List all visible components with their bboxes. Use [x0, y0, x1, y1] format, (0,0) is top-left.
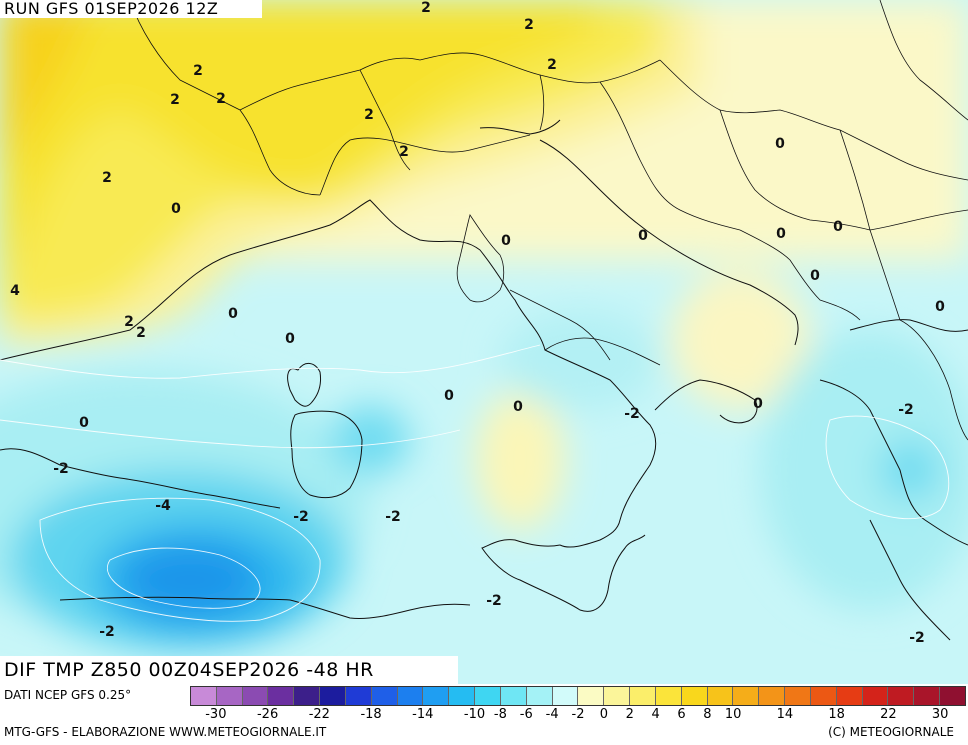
- color-swatch: [397, 686, 424, 706]
- color-scale-tick-label: 0: [599, 707, 608, 722]
- color-scale-tick-label: -26: [256, 707, 279, 722]
- color-scale-tick-label: -2: [571, 707, 585, 722]
- contour-value-label: 2: [102, 170, 112, 186]
- contour-value-label: 0: [444, 388, 454, 404]
- color-scale-tick-label: 18: [828, 707, 845, 722]
- credit-right: (C) METEOGIORNALE: [828, 725, 954, 739]
- color-swatch: [216, 686, 243, 706]
- contour-value-label: 0: [501, 233, 511, 249]
- contour-value-label: -2: [898, 402, 914, 418]
- color-scale-tick-label: 6: [677, 707, 686, 722]
- color-swatch: [371, 686, 398, 706]
- contour-value-label: 2: [421, 0, 431, 16]
- contour-value-label: -2: [909, 630, 925, 646]
- color-swatch: [345, 686, 372, 706]
- credit-left: MTG-GFS - ELABORAZIONE WWW.METEOGIORNALE…: [4, 725, 327, 739]
- contour-value-label: 0: [833, 219, 843, 235]
- color-swatch: [733, 686, 760, 706]
- contour-value-label: 4: [10, 283, 20, 299]
- contour-value-label: -2: [293, 509, 309, 525]
- country-borders: [129, 0, 968, 441]
- color-swatch: [320, 686, 346, 706]
- color-swatch: [707, 686, 734, 706]
- color-scale-ticks: -30 -26 -22 -18 -14 -10 -8 -6 -4 -2 0 2 4 6 8 10 14 18 22 3…: [190, 707, 966, 723]
- color-scale-tick-label: 10: [724, 707, 742, 722]
- color-swatch: [242, 686, 269, 706]
- color-swatch: [449, 686, 476, 706]
- contour-value-label: -2: [385, 509, 401, 525]
- contour-value-label: 2: [216, 91, 226, 107]
- color-scale-tick-label: -14: [412, 707, 434, 722]
- color-scale-tick-label: 30: [931, 707, 949, 722]
- color-swatch: [604, 686, 631, 706]
- color-scale-tick-label: 14: [776, 707, 794, 722]
- coastlines: [0, 119, 968, 641]
- color-scale-tick-label: 4: [651, 707, 660, 722]
- contour-value-label: -2: [99, 624, 115, 640]
- contour-value-label: 2: [524, 17, 534, 33]
- contour-value-label: 2: [170, 92, 180, 108]
- color-swatch: [836, 686, 863, 706]
- color-swatch: [552, 686, 579, 706]
- contour-value-label: 2: [124, 314, 134, 330]
- contour-value-label: 0: [79, 415, 89, 431]
- color-swatch: [268, 686, 295, 706]
- color-swatch: [655, 686, 682, 706]
- color-swatch: [914, 686, 941, 706]
- contour-value-label: 0: [171, 201, 181, 217]
- color-swatch: [578, 686, 605, 706]
- contour-value-label: 0: [513, 399, 523, 415]
- contour-value-label: 0: [776, 226, 786, 242]
- color-swatch: [475, 686, 501, 706]
- color-swatch: [681, 686, 708, 706]
- color-scale-tick-label: 2: [625, 707, 634, 722]
- contour-value-label: 2: [136, 325, 146, 341]
- color-swatch: [500, 686, 527, 706]
- contour-value-label: 0: [775, 136, 785, 152]
- contour-lines: [0, 344, 950, 622]
- color-scale-bar: [190, 686, 966, 706]
- color-swatch: [862, 686, 889, 706]
- run-title: RUN GFS 01SEP2026 12Z: [0, 0, 262, 18]
- color-scale-tick-label: -22: [308, 707, 330, 722]
- contour-value-label: -4: [155, 498, 171, 514]
- color-swatch: [810, 686, 837, 706]
- color-scale-tick-label: -10: [463, 707, 486, 722]
- color-swatch: [940, 686, 966, 706]
- color-scale-tick-label: 8: [703, 707, 712, 722]
- color-swatch: [423, 686, 450, 706]
- contour-value-label: 2: [193, 63, 203, 79]
- color-swatch: [785, 686, 811, 706]
- contour-value-label: 0: [285, 331, 295, 347]
- color-swatch: [759, 686, 786, 706]
- contour-value-label: 0: [753, 396, 763, 412]
- color-scale-tick-label: -6: [519, 707, 533, 722]
- contour-value-label: 2: [547, 57, 557, 73]
- color-scale-tick-label: -4: [545, 707, 559, 722]
- color-swatch: [888, 686, 915, 706]
- contour-value-label: 2: [364, 107, 374, 123]
- color-scale-tick-label: 22: [880, 707, 897, 722]
- contour-value-label: 0: [935, 299, 945, 315]
- color-scale-tick-label: -8: [493, 707, 507, 722]
- color-scale-tick-label: -18: [360, 707, 382, 722]
- contour-value-label: -2: [53, 461, 69, 477]
- source-note: DATI NCEP GFS 0.25°: [4, 688, 132, 702]
- contour-value-label: 0: [810, 268, 820, 284]
- color-scale-tick-label: -30: [205, 707, 227, 722]
- contour-value-label: -2: [486, 593, 502, 609]
- field-title: DIF TMP Z850 00Z04SEP2026 -48 HR: [0, 656, 458, 684]
- color-swatch: [526, 686, 553, 706]
- contour-value-label: 2: [399, 144, 409, 160]
- contour-value-label: 0: [228, 306, 238, 322]
- contour-value-label: -2: [624, 406, 640, 422]
- color-swatch: [294, 686, 321, 706]
- color-swatch: [630, 686, 656, 706]
- contour-value-label: 0: [638, 228, 648, 244]
- color-swatch: [190, 686, 217, 706]
- anomaly-field: [0, 0, 968, 650]
